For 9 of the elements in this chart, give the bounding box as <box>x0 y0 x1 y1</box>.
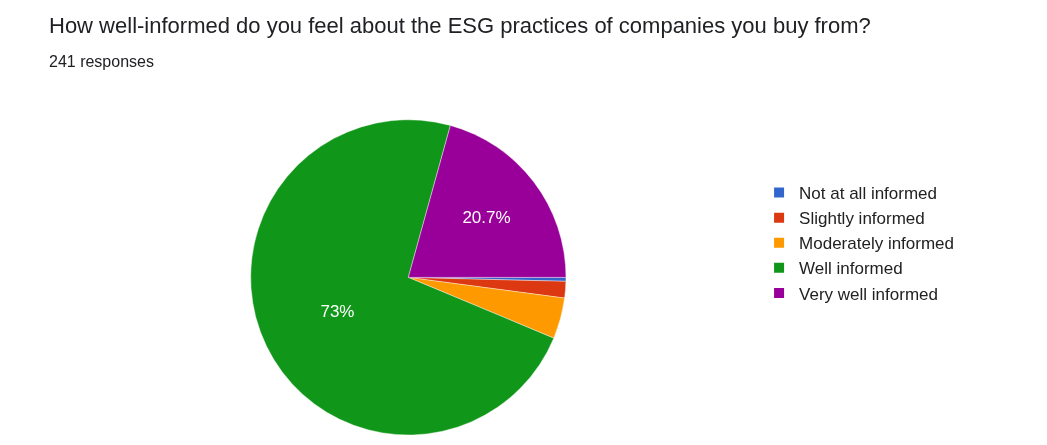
legend-label: Slightly informed <box>799 209 925 229</box>
text: 241 responses <box>49 53 154 70</box>
legend-label: Well informed <box>799 259 903 279</box>
legend-label: Very well informed <box>799 284 938 304</box>
data-label: 73% <box>320 302 355 322</box>
legend-label: Moderately informed <box>799 234 955 254</box>
legend-label: Not at all informed <box>799 184 938 204</box>
data-label: 20.7% <box>462 208 511 228</box>
chart-title: How well-informed do you feel about the ESG practices of companies you buy from? <box>49 13 871 38</box>
